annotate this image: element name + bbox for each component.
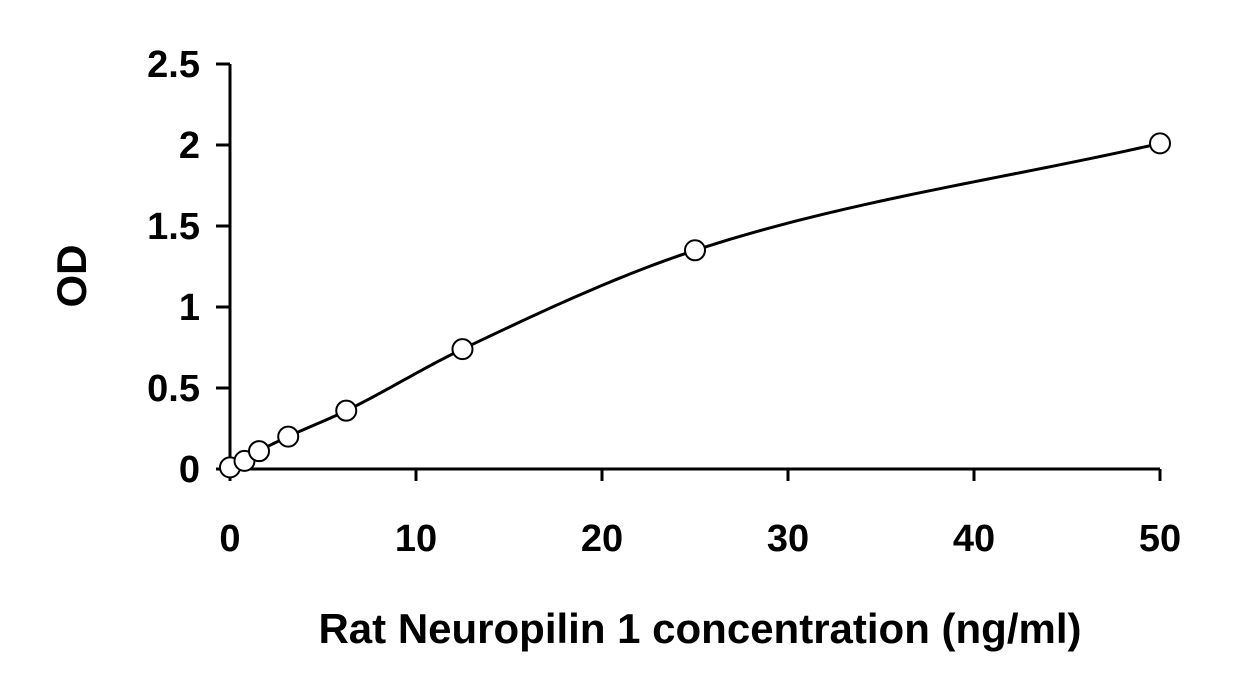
x-tick-label: 10 bbox=[395, 518, 437, 560]
y-tick-label: 2 bbox=[179, 125, 200, 167]
data-points-layer bbox=[219, 132, 1171, 479]
fit-curve-layer bbox=[229, 141, 1161, 469]
y-tick-label: 0.5 bbox=[147, 368, 200, 410]
x-axis-title: Rat Neuropilin 1 concentration (ng/ml) bbox=[318, 605, 1081, 652]
x-tick-label: 50 bbox=[1139, 518, 1181, 560]
y-tick-label: 1 bbox=[179, 287, 200, 329]
x-tick-label: 30 bbox=[767, 518, 809, 560]
x-tick-label: 0 bbox=[219, 518, 240, 560]
fit-curve bbox=[229, 141, 1161, 469]
axes bbox=[228, 64, 1160, 471]
y-tick-label: 0 bbox=[179, 449, 200, 491]
axis-ticks: 0 0.5 1 1.5 2 2.5 0 10 20 30 40 50 bbox=[147, 44, 1181, 560]
y-axis-title: OD bbox=[48, 245, 95, 308]
data-point bbox=[451, 338, 474, 361]
data-point bbox=[277, 425, 300, 448]
data-point bbox=[248, 440, 271, 463]
data-point bbox=[684, 239, 706, 262]
data-point bbox=[335, 399, 358, 422]
data-point bbox=[1149, 132, 1171, 155]
y-tick-label: 1.5 bbox=[147, 206, 200, 248]
y-tick-label: 2.5 bbox=[147, 44, 200, 86]
x-tick-label: 40 bbox=[953, 518, 995, 560]
x-tick-label: 20 bbox=[581, 518, 623, 560]
